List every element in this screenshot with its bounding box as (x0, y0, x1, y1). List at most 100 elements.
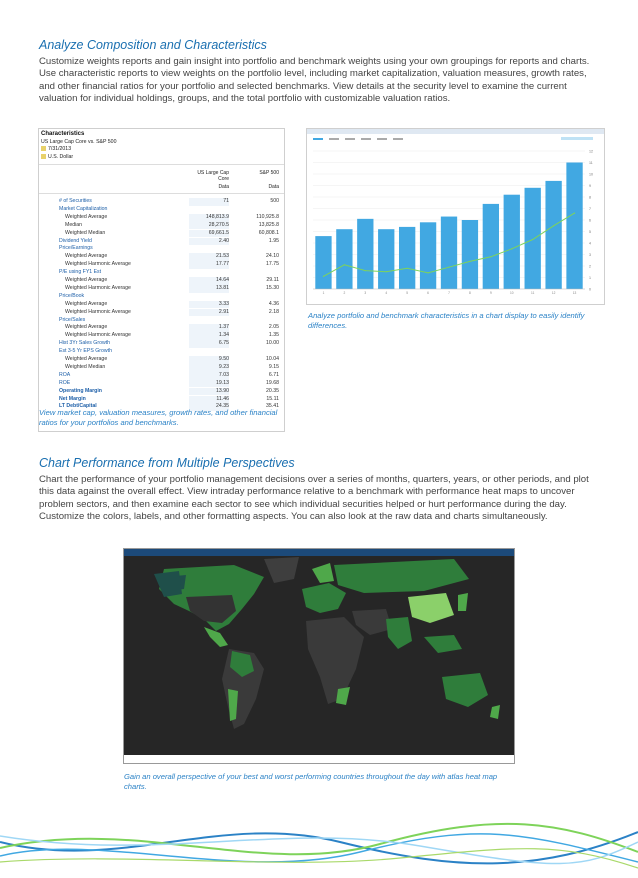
bar (440, 216, 458, 289)
row-value-portfolio: 1.37 (189, 324, 229, 333)
table-row: Weighted Average 3.33 4.36 (39, 300, 284, 309)
legend-marker (313, 138, 323, 140)
col1-sub: Data (218, 184, 229, 190)
row-label: Weighted Harmonic Average (65, 308, 131, 315)
row-value-portfolio: 148,813.9 (189, 213, 229, 222)
table-row: Weighted Harmonic Average 17.77 17.75 (39, 261, 284, 269)
chart-titlebar (307, 129, 604, 134)
line-point (490, 256, 492, 258)
table-row: Weighted Average 1.37 2.05 (39, 324, 284, 333)
row-label: Weighted Average (65, 253, 108, 260)
row-label: Weighted Median (65, 363, 106, 370)
row-value-benchmark: 20.35 (266, 387, 279, 394)
table-row: Weighted Harmonic Average 1.34 1.35 (39, 332, 284, 341)
table-row: ROE 19.13 19.68 (39, 379, 284, 388)
row-value-benchmark: 2.05 (268, 324, 279, 331)
row-label: LT Debt/Capital (59, 403, 97, 410)
x-tick-label: 12 (552, 291, 556, 295)
table-date-text: 7/31/2013 (48, 146, 72, 152)
row-value-benchmark: 2.18 (268, 308, 279, 315)
y-tick-label: 7 (589, 207, 591, 211)
y-tick-label: 4 (589, 242, 591, 246)
footer-swoosh (0, 822, 638, 869)
row-value-portfolio: 13.81 (189, 284, 229, 293)
table-row: Price/Earnings (39, 245, 284, 253)
row-value-portfolio: 2.91 (189, 308, 229, 317)
currency-icon (41, 154, 46, 160)
legend-marker (329, 138, 339, 140)
map-scale-bar (124, 755, 514, 763)
row-label: Weighted Average (65, 356, 108, 362)
bar (357, 218, 374, 289)
row-value-benchmark: 4.36 (268, 300, 279, 307)
row-value-portfolio: 13.90 (189, 387, 229, 396)
row-value-portfolio: 17.77 (189, 261, 229, 269)
legend-marker (377, 138, 387, 140)
row-value-benchmark: 6.71 (268, 371, 279, 378)
africa-region (306, 617, 364, 704)
row-label: Market Capitalization (59, 205, 108, 212)
row-value-portfolio: 11.46 (189, 395, 229, 404)
bar (419, 222, 437, 289)
world-map-svg (124, 549, 514, 763)
europe-region (302, 583, 346, 613)
line-point (469, 260, 471, 262)
row-label: Price/Sales (59, 316, 86, 323)
row-label: # of Securities (59, 198, 92, 204)
y-tick-label: 3 (589, 253, 591, 257)
row-value-portfolio: 24.35 (189, 403, 229, 412)
y-tick-label: 11 (589, 161, 593, 165)
legend-marker (345, 138, 355, 140)
bar (482, 203, 500, 289)
table-row: Median 28,270.5 13,825.8 (39, 221, 284, 230)
line-point (427, 272, 429, 274)
row-label: Weighted Average (65, 300, 108, 307)
calendar-icon (41, 146, 46, 152)
col1-header: US Large Cap Core (197, 170, 229, 182)
line-point (364, 270, 366, 272)
row-value-benchmark: 1.95 (268, 237, 279, 244)
row-value-benchmark: 60,808.1 (258, 229, 279, 236)
table-row: Hist 3Yr Sales Growth 6.75 10.00 (39, 340, 284, 348)
row-value-portfolio: 3.33 (189, 300, 229, 309)
row-label: Dividend Yield (59, 237, 92, 244)
table-row: Operating Margin 13.90 20.35 (39, 387, 284, 396)
table-row: Price/Book (39, 293, 284, 301)
row-label: P/E using FY1 Est (59, 269, 102, 276)
y-tick-label: 0 (589, 288, 591, 292)
japan-region (458, 593, 468, 611)
row-value-benchmark: 35.41 (266, 403, 279, 410)
x-tick-label: 2 (343, 291, 345, 295)
row-label: Weighted Average (65, 213, 108, 220)
bar (461, 220, 479, 289)
table-caption: View market cap, valuation measures, gro… (39, 408, 278, 427)
row-value-portfolio: 2.40 (189, 237, 229, 246)
table-currency: U.S. Dollar (41, 154, 73, 160)
southeast-asia-region (424, 635, 462, 653)
y-tick-label: 6 (589, 219, 591, 223)
canada-west-region (154, 571, 182, 597)
row-value-benchmark: 10.04 (266, 356, 279, 362)
y-tick-label: 9 (589, 184, 591, 188)
new-zealand-region (490, 705, 500, 719)
line-point (573, 212, 576, 214)
map-titlebar (124, 549, 514, 556)
y-tick-label: 5 (589, 230, 591, 234)
row-value-portfolio: 21.53 (189, 253, 229, 262)
x-tick-label: 10 (510, 291, 514, 295)
row-value-benchmark: 15.11 (266, 395, 279, 402)
table-row: Weighted Average 9.50 10.04 (39, 356, 284, 364)
table-row: Weighted Median 69,661.5 60,808.1 (39, 229, 284, 238)
australia-region (442, 673, 488, 707)
row-value-benchmark: 19.68 (266, 379, 279, 386)
line-point (385, 271, 387, 273)
table-row: ROA 7.03 6.71 (39, 371, 284, 380)
x-tick-label: 7 (448, 291, 450, 295)
row-value-portfolio: 19.13 (189, 379, 229, 388)
row-value-portfolio: 1.34 (189, 332, 229, 341)
bar (503, 194, 520, 289)
row-value-benchmark: 29.11 (266, 277, 279, 283)
x-tick-label: 5 (406, 291, 408, 295)
row-value-portfolio: 9.23 (189, 363, 229, 372)
